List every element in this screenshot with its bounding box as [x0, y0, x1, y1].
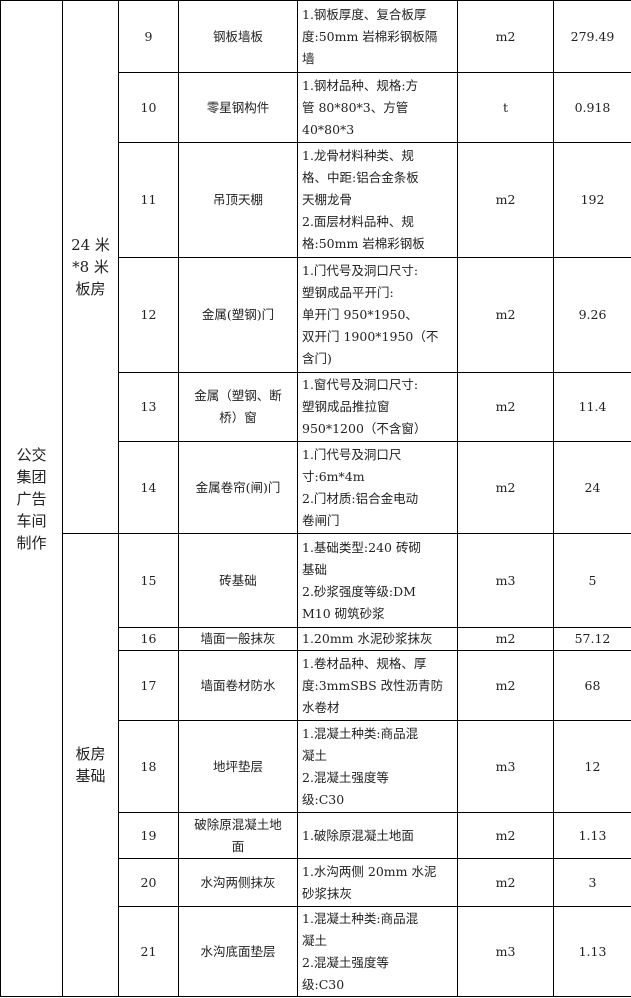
- section-cell: 24 米 *8 米 板房: [62, 0, 119, 534]
- item-number: 16: [118, 627, 179, 651]
- project-cell: 公交 集团 广告 车间 制作: [0, 0, 63, 997]
- item-number: 9: [118, 0, 179, 73]
- item-unit: m2: [457, 372, 554, 442]
- item-name: 地坪垫层: [178, 720, 298, 813]
- item-unit: m2: [457, 257, 554, 373]
- item-name: 墙面一般抹灰: [178, 627, 298, 651]
- item-name: 吊顶天棚: [178, 142, 298, 258]
- item-number: 21: [118, 906, 179, 997]
- item-description: 1.混凝土种类:商品混 凝土 2.混凝土强度等 级:C30: [297, 906, 458, 997]
- item-number: 10: [118, 72, 179, 143]
- table-row: 10 零星钢构件 1.钢材品种、规格:方 管 80*80*3、方管 40*80*3 t…: [1, 72, 631, 143]
- item-number: 13: [118, 372, 179, 442]
- item-quantity: 3: [553, 858, 631, 907]
- table-row: 13 金属（塑钢、断 桥）窗 1.窗代号及洞口尺寸: 塑钢成品推拉窗 950*120…: [1, 372, 631, 442]
- item-description: 1.门代号及洞口尺寸: 塑钢成品平开门: 单开门 950*1950、 双开门 1…: [297, 257, 458, 373]
- table-row: 14 金属卷帘(闸)门 1.门代号及洞口尺 寸:6m*4m 2.门材质:铝合金电动 …: [1, 441, 631, 534]
- item-name: 水沟两侧抹灰: [178, 858, 298, 907]
- item-description: 1.门代号及洞口尺 寸:6m*4m 2.门材质:铝合金电动 卷闸门: [297, 441, 458, 534]
- item-name: 破除原混凝土地 面: [178, 812, 298, 859]
- item-description: 1.钢板厚度、复合板厚 度:50mm 岩棉彩钢板隔 墙: [297, 0, 458, 73]
- item-quantity: 1.13: [553, 906, 631, 997]
- table-row: 11 吊顶天棚 1.龙骨材料种类、规 格、中距:铝合金条板 天棚龙骨 2.面层材料品…: [1, 142, 631, 258]
- item-name: 金属（塑钢、断 桥）窗: [178, 372, 298, 442]
- item-quantity: 279.49: [553, 0, 631, 73]
- item-unit: m2: [457, 650, 554, 721]
- item-description: 1.卷材品种、规格、厚 度:3mmSBS 改性沥青防 水卷材: [297, 650, 458, 721]
- item-unit: m2: [457, 812, 554, 859]
- item-quantity: 12: [553, 720, 631, 813]
- table-row: 18 地坪垫层 1.混凝土种类:商品混 凝土 2.混凝土强度等 级:C30 m3 12: [1, 720, 631, 813]
- table-row: 16 墙面一般抹灰 1.20mm 水泥砂浆抹灰 m2 57.12: [1, 627, 631, 651]
- item-name: 金属(塑钢)门: [178, 257, 298, 373]
- item-quantity: 1.13: [553, 812, 631, 859]
- item-quantity: 57.12: [553, 627, 631, 651]
- item-unit: m3: [457, 720, 554, 813]
- item-quantity: 9.26: [553, 257, 631, 373]
- item-description: 1.20mm 水泥砂浆抹灰: [297, 627, 458, 651]
- item-description: 1.水沟两侧 20mm 水泥 砂浆抹灰: [297, 858, 458, 907]
- item-quantity: 192: [553, 142, 631, 258]
- item-description: 1.窗代号及洞口尺寸: 塑钢成品推拉窗 950*1200（不含窗）: [297, 372, 458, 442]
- item-unit: m2: [457, 0, 554, 73]
- item-unit: m2: [457, 627, 554, 651]
- item-number: 18: [118, 720, 179, 813]
- item-name: 零星钢构件: [178, 72, 298, 143]
- item-name: 金属卷帘(闸)门: [178, 441, 298, 534]
- item-description: 1.钢材品种、规格:方 管 80*80*3、方管 40*80*3: [297, 72, 458, 143]
- section-cell: 板房 基础: [62, 533, 119, 997]
- item-description: 1.混凝土种类:商品混 凝土 2.混凝土强度等 级:C30: [297, 720, 458, 813]
- item-unit: m2: [457, 441, 554, 534]
- item-number: 11: [118, 142, 179, 258]
- item-number: 15: [118, 533, 179, 628]
- item-unit: m2: [457, 142, 554, 258]
- item-unit: m2: [457, 858, 554, 907]
- item-unit: m3: [457, 906, 554, 997]
- item-description: 1.破除原混凝土地面: [297, 812, 458, 859]
- item-description: 1.龙骨材料种类、规 格、中距:铝合金条板 天棚龙骨 2.面层材料品种、规 格:…: [297, 142, 458, 258]
- item-quantity: 68: [553, 650, 631, 721]
- item-quantity: 24: [553, 441, 631, 534]
- item-number: 19: [118, 812, 179, 859]
- item-quantity: 0.918: [553, 72, 631, 143]
- table-row: 12 金属(塑钢)门 1.门代号及洞口尺寸: 塑钢成品平开门: 单开门 950*19…: [1, 257, 631, 373]
- item-number: 12: [118, 257, 179, 373]
- item-name: 钢板墙板: [178, 0, 298, 73]
- table-row: 21 水沟底面垫层 1.混凝土种类:商品混 凝土 2.混凝土强度等 级:C30 m3 1…: [1, 906, 631, 997]
- table-row: 板房 基础 15 砖基础 1.基础类型:240 砖砌 基础 2.砂浆强度等级:DM M…: [1, 533, 631, 997]
- item-unit: t: [457, 72, 554, 143]
- item-name: 水沟底面垫层: [178, 906, 298, 997]
- item-number: 20: [118, 858, 179, 907]
- item-unit: m3: [457, 533, 554, 628]
- item-quantity: 5: [553, 533, 631, 628]
- item-quantity: 11.4: [553, 372, 631, 442]
- item-number: 17: [118, 650, 179, 721]
- item-name: 墙面卷材防水: [178, 650, 298, 721]
- item-description: 1.基础类型:240 砖砌 基础 2.砂浆强度等级:DM M10 砌筑砂浆: [297, 533, 458, 628]
- table-row: 19 破除原混凝土地 面 1.破除原混凝土地面 m2 1.13: [1, 812, 631, 859]
- item-name: 砖基础: [178, 533, 298, 628]
- item-number: 14: [118, 441, 179, 534]
